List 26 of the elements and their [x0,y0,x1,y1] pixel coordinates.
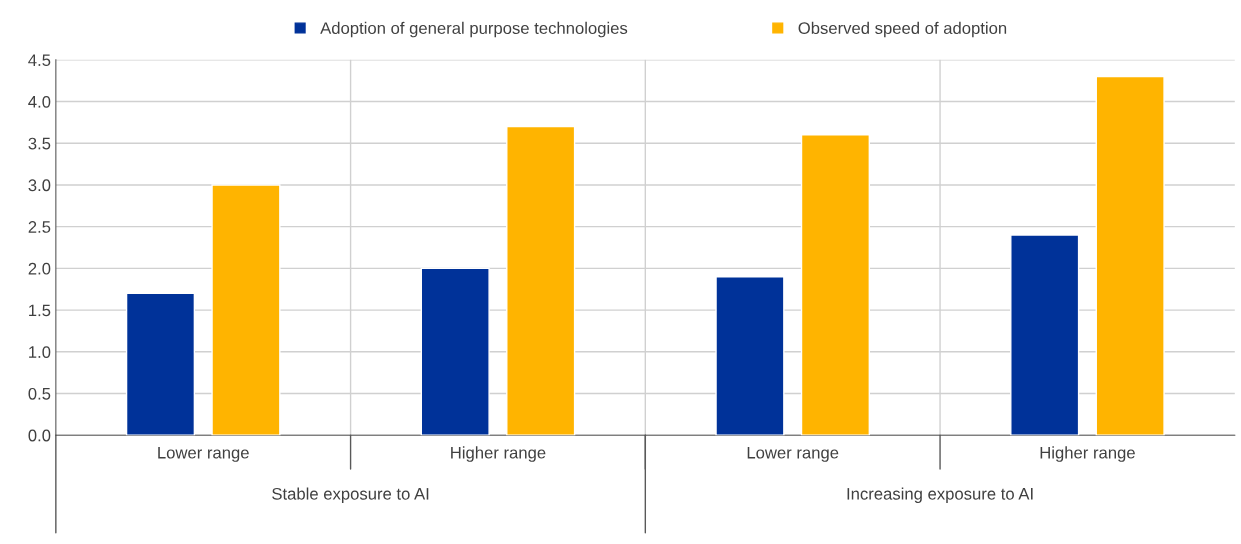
x-tick-label: Higher range [451,446,546,462]
text: Stable exposure to AI [272,487,429,504]
y-tick-label: 2.0 [28,262,51,275]
bar [1010,234,1080,436]
bar [506,125,576,436]
x-tick-label: Lower range [158,446,249,462]
bar [420,267,490,436]
bar [211,184,281,436]
text: Increasing exposure to AI [847,487,1033,504]
y-tick-label: 0.5 [28,387,51,400]
bar [715,276,785,436]
x-tick-label: Lower range [747,446,839,462]
y-tick-label: 4.5 [28,54,51,67]
y-tick-label: 3.0 [28,179,51,192]
y-tick-label: 0.0 [28,429,51,442]
x-tick-label: Higher range [1040,446,1135,462]
y-tick-label: 1.0 [29,346,51,358]
legend-label: Observed speed of adoption [798,21,1007,38]
bar [1095,75,1165,436]
y-tick-label: 4.0 [28,95,51,108]
y-tick-label: 2.5 [28,221,51,233]
bar [125,292,196,436]
legend-label: Adoption of general purpose technologies [320,21,628,38]
y-tick-label: 3.5 [28,137,51,150]
y-tick-label: 1.5 [29,304,51,317]
bar [800,134,871,436]
